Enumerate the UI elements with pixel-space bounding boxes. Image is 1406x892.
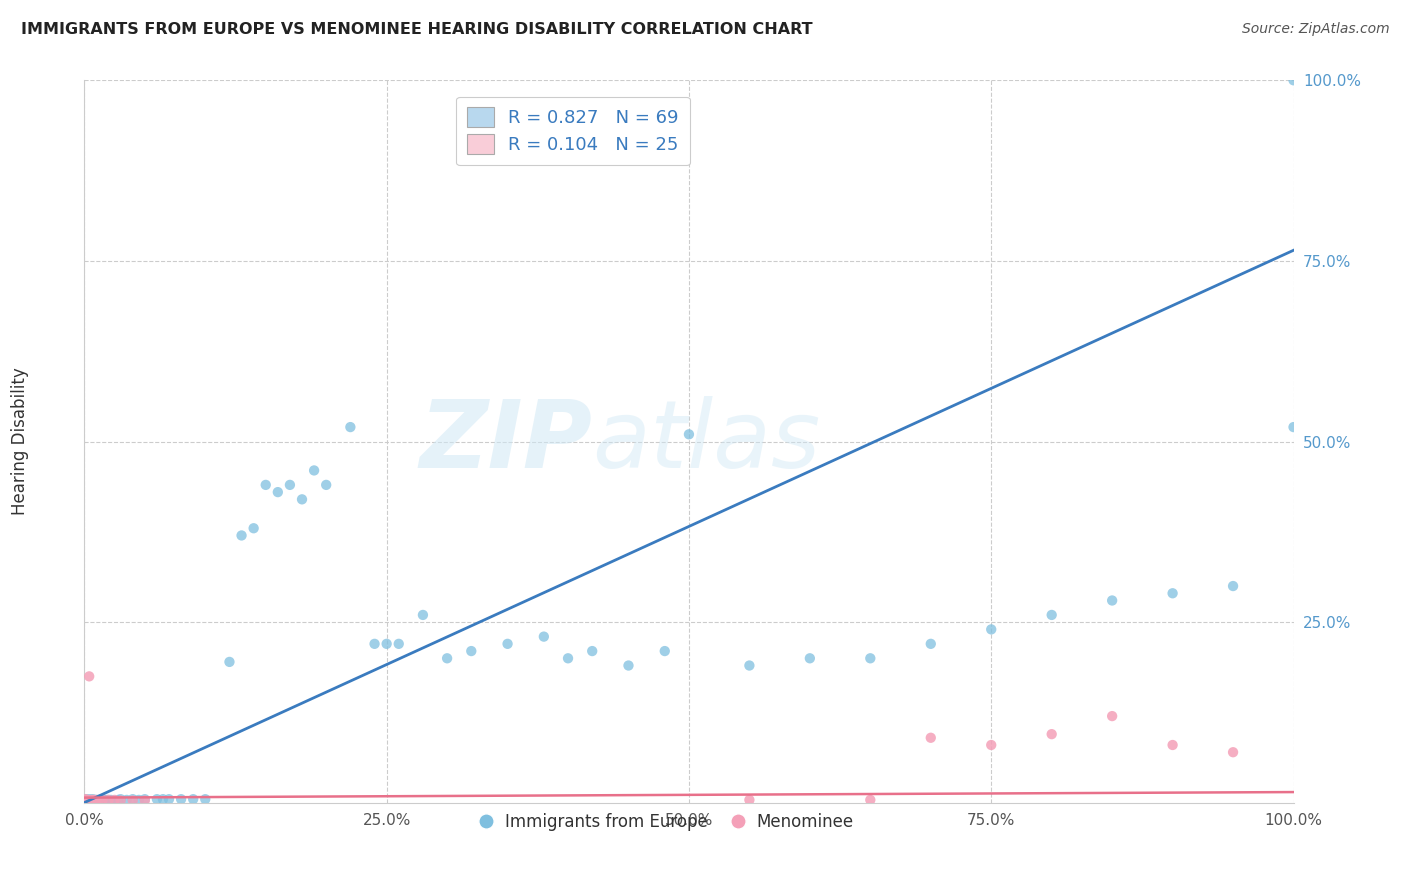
Point bbox=[86, 793, 108, 807]
Point bbox=[82, 792, 104, 806]
Point bbox=[1161, 738, 1184, 752]
Point bbox=[738, 793, 761, 807]
Point bbox=[87, 794, 110, 808]
Point bbox=[93, 793, 115, 807]
Point bbox=[152, 792, 174, 806]
Point bbox=[86, 794, 108, 808]
Point bbox=[1282, 420, 1305, 434]
Point bbox=[412, 607, 434, 622]
Point bbox=[83, 794, 105, 808]
Point bbox=[231, 528, 253, 542]
Point bbox=[84, 794, 107, 808]
Point bbox=[94, 793, 117, 807]
Point bbox=[194, 792, 217, 806]
Point bbox=[533, 630, 555, 644]
Point bbox=[157, 792, 180, 806]
Point bbox=[77, 669, 100, 683]
Point bbox=[97, 793, 120, 807]
Point bbox=[110, 794, 132, 808]
Point bbox=[302, 463, 325, 477]
Text: IMMIGRANTS FROM EUROPE VS MENOMINEE HEARING DISABILITY CORRELATION CHART: IMMIGRANTS FROM EUROPE VS MENOMINEE HEAR… bbox=[21, 22, 813, 37]
Point bbox=[315, 478, 337, 492]
Point bbox=[77, 792, 100, 806]
Point bbox=[980, 623, 1002, 637]
Point bbox=[86, 793, 108, 807]
Point bbox=[278, 478, 301, 492]
Point bbox=[1040, 727, 1063, 741]
Point bbox=[218, 655, 240, 669]
Point bbox=[80, 793, 103, 807]
Point bbox=[83, 793, 105, 807]
Point bbox=[920, 731, 942, 745]
Point bbox=[107, 793, 129, 807]
Point bbox=[496, 637, 519, 651]
Point bbox=[128, 793, 150, 807]
Point bbox=[460, 644, 482, 658]
Text: atlas: atlas bbox=[592, 396, 821, 487]
Point bbox=[654, 644, 676, 658]
Point bbox=[375, 637, 398, 651]
Point bbox=[84, 793, 107, 807]
Point bbox=[82, 794, 104, 808]
Point bbox=[920, 637, 942, 651]
Point bbox=[77, 794, 100, 808]
Point bbox=[1222, 579, 1244, 593]
Point bbox=[97, 793, 120, 807]
Point bbox=[134, 794, 156, 808]
Point bbox=[76, 793, 98, 807]
Point bbox=[90, 792, 112, 806]
Point bbox=[1222, 745, 1244, 759]
Point bbox=[121, 792, 143, 806]
Point bbox=[799, 651, 821, 665]
Point bbox=[77, 794, 100, 808]
Point bbox=[363, 637, 385, 651]
Point bbox=[738, 658, 761, 673]
Point bbox=[678, 427, 700, 442]
Point bbox=[388, 637, 411, 651]
Point bbox=[170, 792, 193, 806]
Point bbox=[89, 793, 111, 807]
Point bbox=[181, 792, 204, 806]
Point bbox=[1101, 593, 1123, 607]
Point bbox=[87, 794, 110, 808]
Point bbox=[91, 793, 114, 807]
Point bbox=[339, 420, 361, 434]
Point bbox=[76, 793, 98, 807]
Point bbox=[291, 492, 314, 507]
Point bbox=[115, 793, 138, 807]
Point bbox=[91, 794, 114, 808]
Point bbox=[1040, 607, 1063, 622]
Point bbox=[859, 793, 882, 807]
Point bbox=[859, 651, 882, 665]
Y-axis label: Hearing Disability: Hearing Disability bbox=[11, 368, 28, 516]
Point bbox=[134, 792, 156, 806]
Legend: Immigrants from Europe, Menominee: Immigrants from Europe, Menominee bbox=[470, 806, 859, 838]
Point bbox=[79, 794, 101, 808]
Point bbox=[1282, 73, 1305, 87]
Point bbox=[79, 794, 101, 808]
Point bbox=[110, 792, 132, 806]
Point bbox=[581, 644, 603, 658]
Point bbox=[1161, 586, 1184, 600]
Point bbox=[980, 738, 1002, 752]
Point bbox=[1101, 709, 1123, 723]
Point bbox=[96, 794, 118, 808]
Text: ZIP: ZIP bbox=[419, 395, 592, 488]
Point bbox=[146, 792, 169, 806]
Point bbox=[100, 793, 122, 807]
Point bbox=[121, 794, 143, 808]
Point bbox=[436, 651, 458, 665]
Point bbox=[104, 794, 127, 808]
Point bbox=[254, 478, 277, 492]
Point bbox=[94, 794, 117, 808]
Point bbox=[617, 658, 640, 673]
Point bbox=[557, 651, 579, 665]
Point bbox=[75, 792, 97, 806]
Point bbox=[75, 792, 97, 806]
Point bbox=[242, 521, 264, 535]
Point bbox=[104, 793, 127, 807]
Point bbox=[267, 485, 290, 500]
Text: Source: ZipAtlas.com: Source: ZipAtlas.com bbox=[1241, 22, 1389, 37]
Point bbox=[80, 793, 103, 807]
